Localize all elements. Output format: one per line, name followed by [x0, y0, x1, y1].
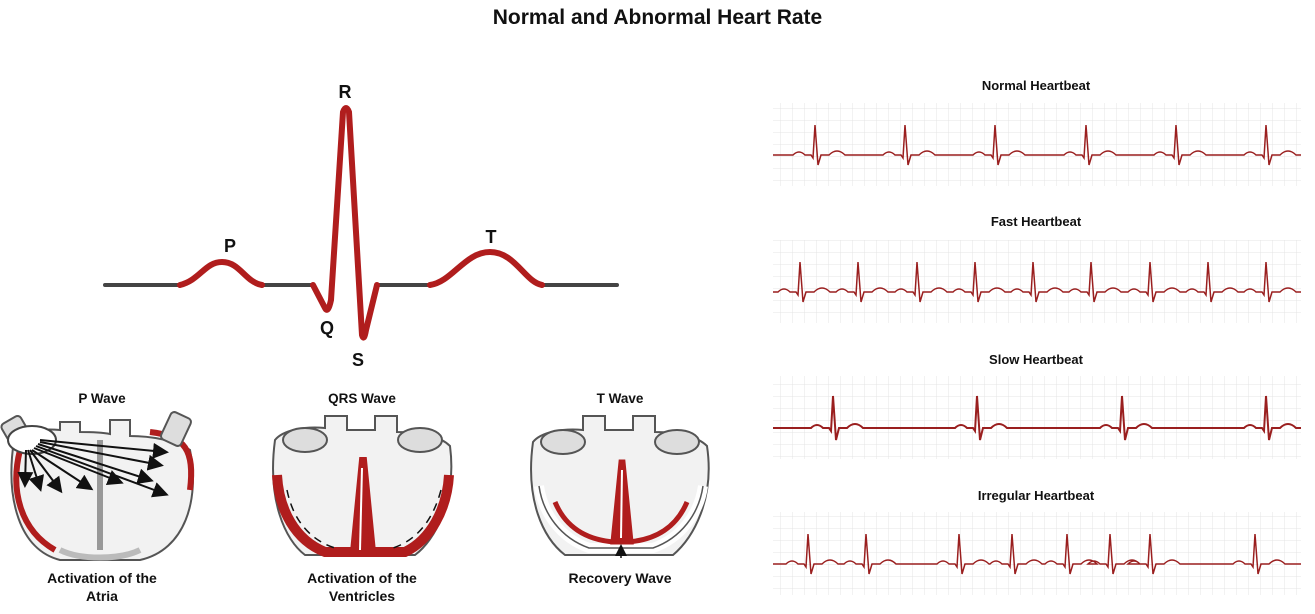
trace-fast [773, 261, 1301, 303]
page-title: Normal and Abnormal Heart Rate [492, 6, 823, 29]
trace-slow [773, 395, 1301, 441]
strip-title-irregular: Irregular Heartbeat [978, 488, 1095, 503]
label-r: R [339, 82, 352, 102]
heart-panel-p-wave: P Wave Activation of the Atria [0, 391, 195, 604]
ecg-waveform: P R Q S T [103, 82, 619, 370]
heart-panel-qrs-wave: QRS Wave Activation of the Ventricles [272, 391, 454, 604]
trace-irregular [773, 533, 1301, 575]
ecg-qrs-complex [310, 105, 380, 341]
heart-illustration-ventricles [272, 415, 454, 557]
label-s: S [352, 350, 364, 370]
grid-fast [773, 240, 1301, 323]
label-p: P [224, 236, 236, 256]
ecg-t-wave [427, 248, 545, 288]
caption-p-wave-line2: Atria [86, 588, 118, 604]
strip-title-fast: Fast Heartbeat [991, 214, 1082, 229]
heart-illustration-recovery [530, 415, 710, 558]
trace-normal [773, 124, 1301, 166]
rhythm-strip-irregular: Irregular Heartbeat [773, 488, 1301, 595]
panel-title-qrs-wave: QRS Wave [328, 391, 396, 406]
strip-title-slow: Slow Heartbeat [989, 352, 1084, 367]
heart-illustration-atria [0, 411, 195, 561]
grid-slow [773, 376, 1301, 459]
strip-title-normal: Normal Heartbeat [982, 78, 1091, 93]
rhythm-strips: Normal Heartbeat Fast Heartbeat Slow Hea… [773, 78, 1301, 595]
heart-panel-t-wave: T Wave Recovery Wave [530, 391, 710, 586]
caption-t-wave-line1: Recovery Wave [569, 570, 672, 586]
label-q: Q [320, 318, 334, 338]
grid-irregular [773, 512, 1301, 595]
panel-title-t-wave: T Wave [597, 391, 644, 406]
grid-normal [773, 103, 1301, 186]
caption-qrs-wave-line2: Ventricles [329, 588, 395, 604]
caption-p-wave-line1: Activation of the [47, 570, 157, 586]
label-t: T [486, 227, 497, 247]
caption-qrs-wave-line1: Activation of the [307, 570, 417, 586]
rhythm-strip-normal: Normal Heartbeat [773, 78, 1301, 186]
panel-title-p-wave: P Wave [78, 391, 126, 406]
rhythm-strip-slow: Slow Heartbeat [773, 352, 1301, 459]
ecg-p-wave [177, 258, 265, 288]
rhythm-strip-fast: Fast Heartbeat [773, 214, 1301, 323]
